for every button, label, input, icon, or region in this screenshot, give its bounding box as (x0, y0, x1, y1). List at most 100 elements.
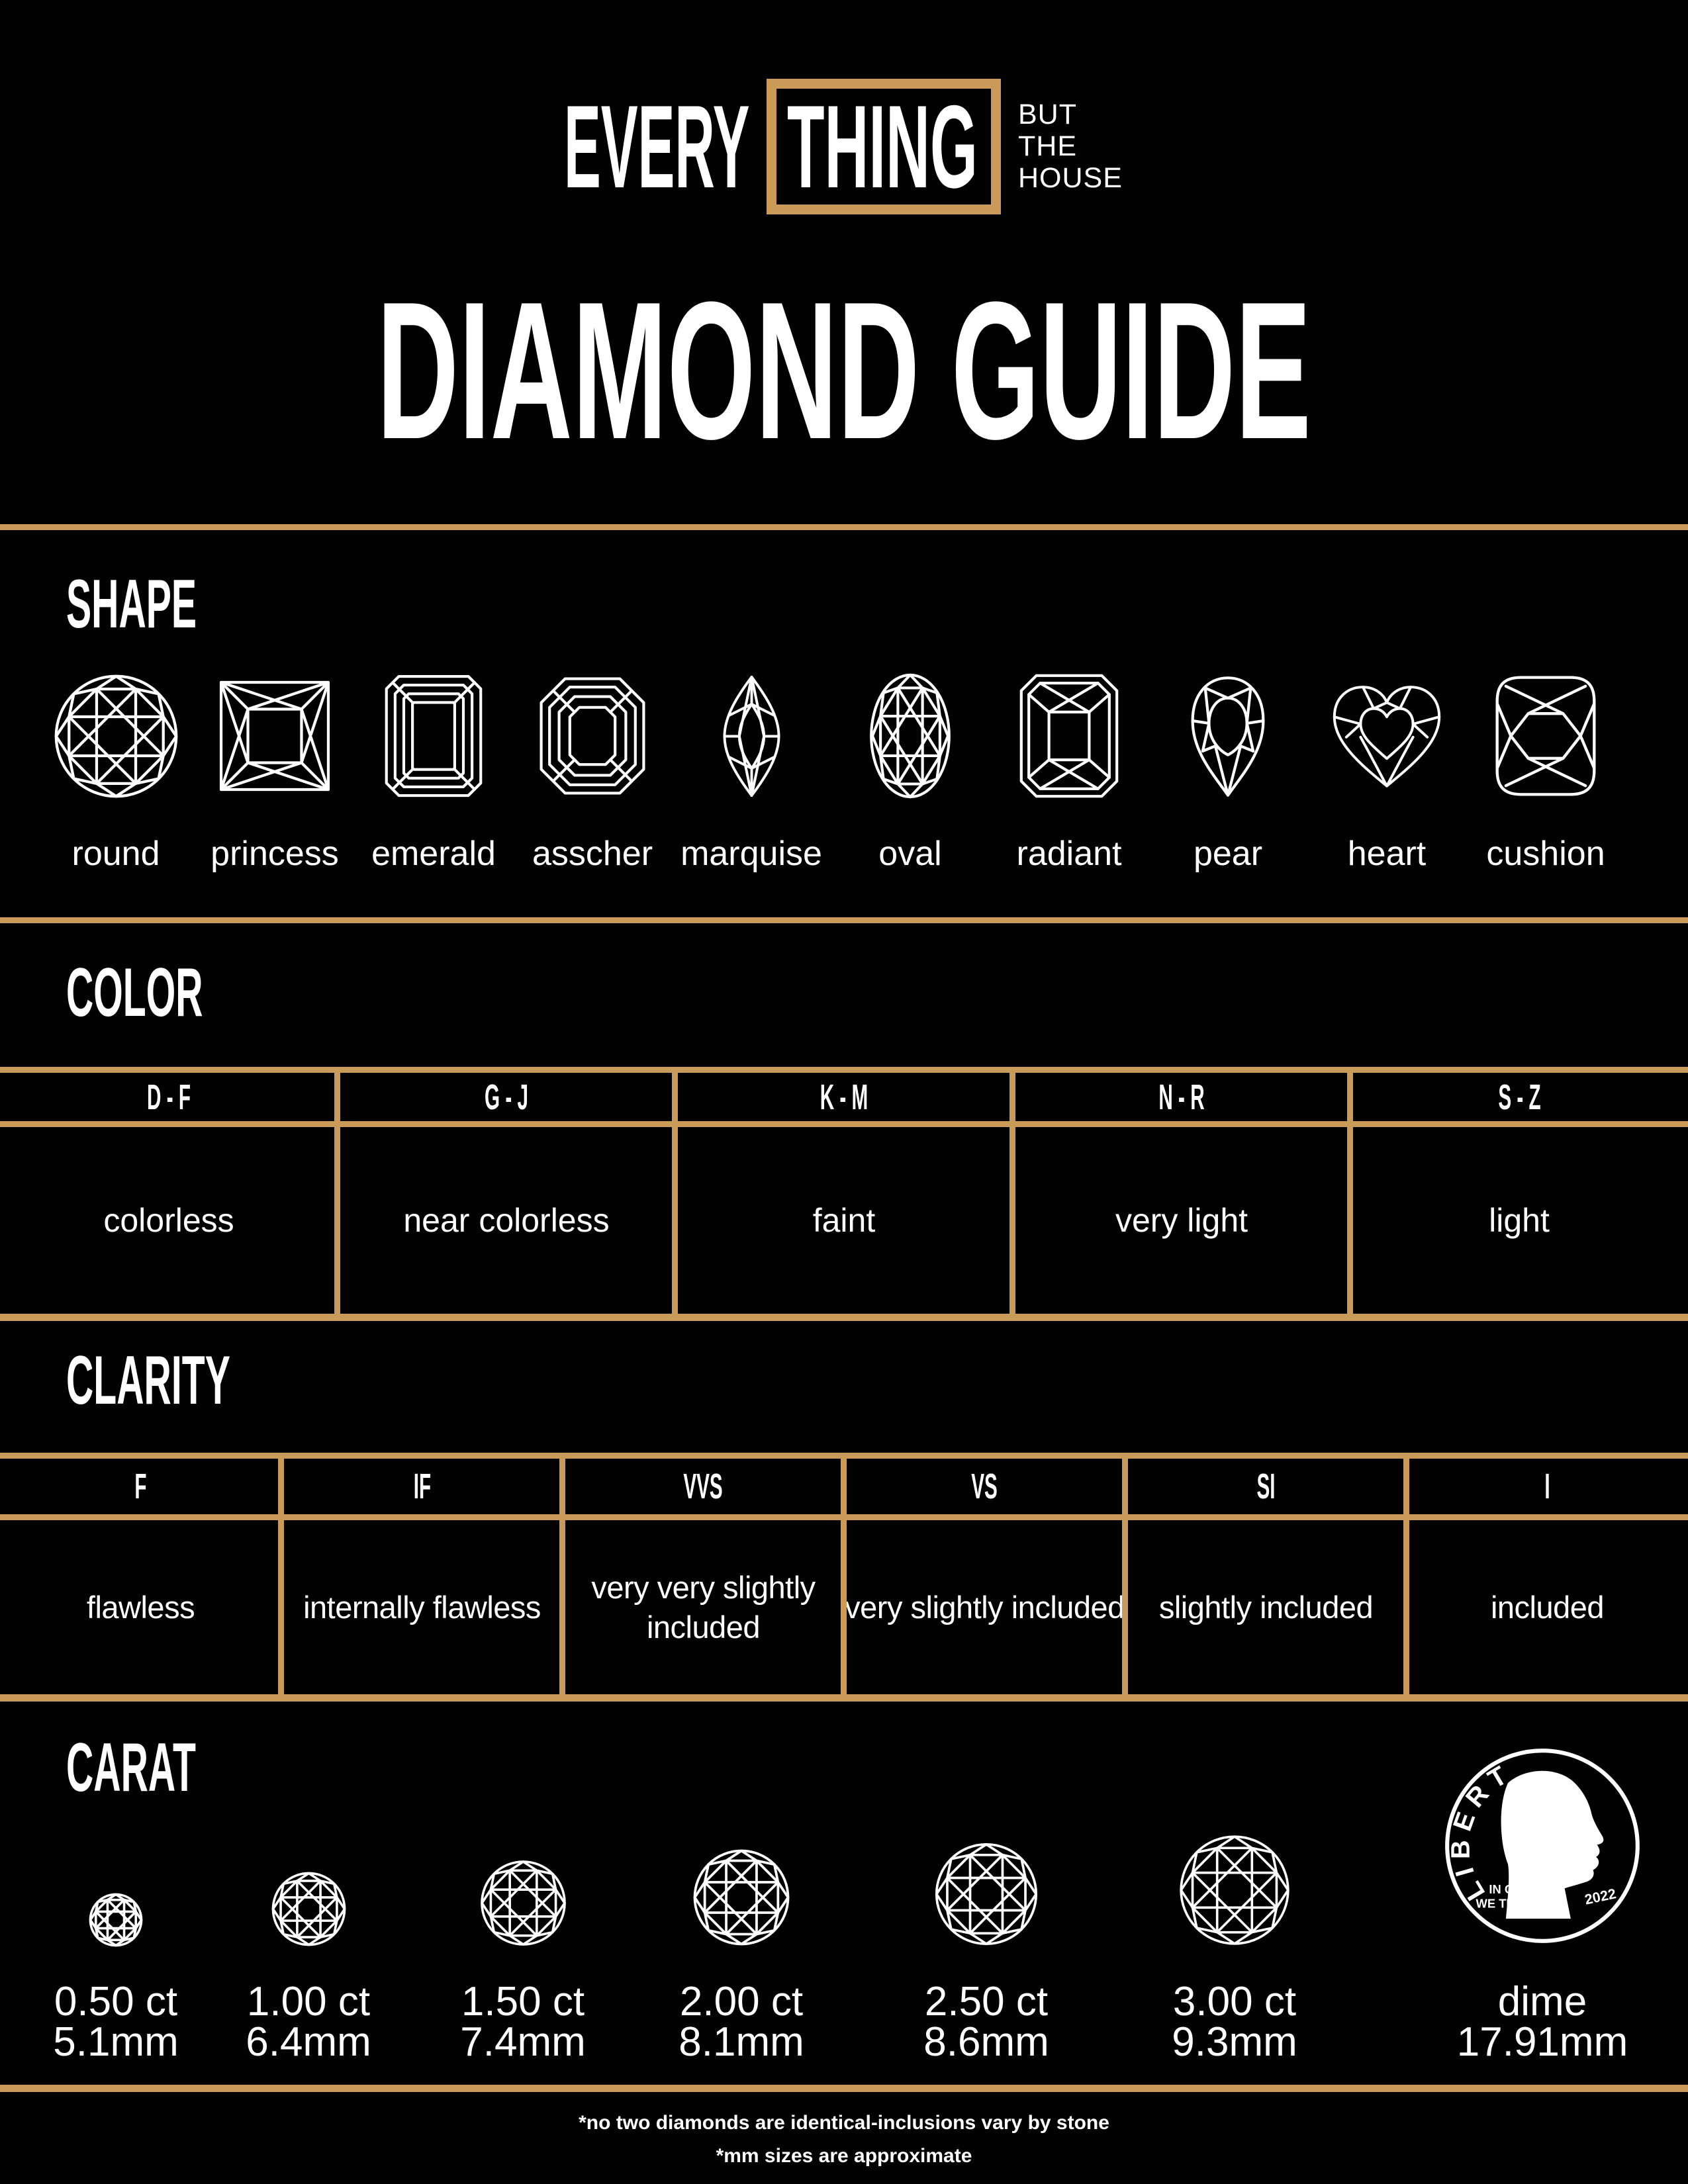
dime-motto-line1: IN GOD (1489, 1882, 1532, 1896)
emerald-diamond-icon (385, 674, 483, 797)
logo-but: BUT (1018, 99, 1077, 130)
carat-weight: 0.50 ct (54, 1979, 178, 2025)
clarity-table-divider (559, 1453, 565, 1702)
carat-diamond-icon (935, 1843, 1038, 1946)
carat-weight: 1.00 ct (246, 1979, 371, 2025)
color-desc-cell: colorless (103, 1202, 234, 1239)
carat-section-heading: CARAT (66, 1729, 196, 1806)
carat-label: 3.00 ct 9.3mm (1172, 1979, 1297, 2063)
carat-gembox (89, 1741, 143, 1947)
color-grade-cell: N - R (1158, 1077, 1205, 1117)
carat-gembox (1178, 1741, 1291, 1947)
color-desc-cell: faint (812, 1202, 876, 1239)
clarity-table-divider (1122, 1453, 1128, 1702)
carat-label: 1.00 ct 6.4mm (246, 1979, 371, 2065)
carat-diamond-icon (271, 1872, 346, 1946)
footer-note-1: *no two diamonds are identical-inclusion… (579, 2112, 1109, 2134)
carat-label: 0.50 ct 5.1mm (53, 1979, 179, 2065)
carat-item-300: 3.00 ct 9.3mm (1135, 1741, 1334, 2063)
carat-weight: dime (1497, 1979, 1587, 2025)
shape-label: marquise (680, 835, 822, 873)
color-grade-cell: G - J (484, 1077, 529, 1117)
logo-every-text: EVERY (564, 80, 750, 212)
shape-label: cushion (1486, 835, 1605, 873)
color-desc-cell: light (1489, 1202, 1550, 1239)
color-table-divider (1009, 1067, 1015, 1321)
divider-carat-footer (0, 2085, 1688, 2092)
color-table-bottom-rule (0, 1314, 1688, 1321)
dime-icon: LIBERTY IN GOD WE TRUST 2022 (1441, 1745, 1640, 1943)
carat-item-250: 2.50 ct 8.6mm (887, 1741, 1086, 2065)
color-table-top-rule (0, 1067, 1688, 1073)
carat-label: dime 17.91mm (1456, 1979, 1628, 2065)
carat-mm: 8.1mm (679, 2019, 804, 2065)
divider-title-shape (0, 524, 1688, 530)
shape-cell-princess (195, 670, 354, 802)
color-table-divider (334, 1067, 340, 1321)
color-table-body-row: colorless near colorless faint very ligh… (0, 1127, 1688, 1314)
clarity-desc-cell: very very slightly included (591, 1569, 816, 1645)
carat-gembox (692, 1741, 791, 1947)
logo-house: HOUSE (1018, 162, 1123, 194)
shape-cell-marquise (672, 670, 831, 802)
carat-mm: 17.91mm (1456, 2019, 1628, 2065)
shape-cell-round (36, 670, 195, 802)
round-diamond-icon (54, 674, 177, 797)
footer-notes: *no two diamonds are identical-inclusion… (0, 2107, 1688, 2173)
clarity-table-header-row: F IF VVS VS SI I (0, 1459, 1688, 1514)
clarity-grade-cell: VS (971, 1467, 998, 1506)
carat-gembox (271, 1741, 347, 1947)
shape-label: radiant (1016, 835, 1122, 873)
carat-label: 1.50 ct 7.4mm (460, 1981, 585, 2063)
clarity-grade-cell: F (134, 1467, 147, 1506)
clarity-desc-cell: included (1490, 1589, 1605, 1625)
carat-diamond-icon (693, 1849, 790, 1946)
logo-the: THE (1018, 130, 1077, 162)
carat-item-dime: LIBERTY IN GOD WE TRUST 2022 dime 17.91m… (1397, 1741, 1688, 2065)
shape-cell-radiant (990, 670, 1149, 802)
clarity-table-divider (841, 1453, 847, 1702)
logo-thing-text: THING (787, 80, 978, 212)
color-table-divider (672, 1067, 678, 1321)
shape-cell-cushion (1466, 670, 1625, 802)
footer-note-2: *mm sizes are approximate (716, 2145, 972, 2167)
clarity-grade-cell: SI (1256, 1467, 1276, 1506)
color-table-header-row: D - F G - J K - M N - R S - Z (0, 1073, 1688, 1121)
clarity-desc-cell: internally flawless (303, 1589, 541, 1625)
carat-weight: 3.00 ct (1172, 1979, 1297, 2025)
carat-item-050: 0.50 ct 5.1mm (17, 1741, 215, 2065)
carat-gembox (479, 1741, 567, 1947)
shape-label: asscher (532, 835, 653, 873)
color-desc-cell: near colorless (403, 1202, 610, 1239)
dime-year: 2022 (1583, 1886, 1618, 1907)
oval-diamond-icon (870, 673, 951, 799)
shape-cell-asscher (513, 670, 672, 802)
carat-mm: 5.1mm (53, 2019, 179, 2065)
shape-label: heart (1347, 835, 1427, 873)
princess-diamond-icon (219, 680, 330, 792)
dime-motto-line2: WE TRUST (1476, 1896, 1540, 1910)
shape-icons-row (36, 670, 1625, 802)
carat-mm: 6.4mm (246, 2019, 371, 2065)
color-section-heading: COLOR (66, 954, 203, 1031)
carat-mm: 8.6mm (923, 2019, 1049, 2065)
shape-cell-heart (1307, 670, 1466, 802)
carat-label: 2.00 ct 8.1mm (679, 1979, 804, 2065)
shape-cell-oval (831, 670, 990, 802)
cushion-diamond-icon (1495, 676, 1596, 796)
color-grade-cell: D - F (146, 1077, 191, 1117)
carat-diamond-icon (1180, 1835, 1289, 1945)
carat-weight: 2.50 ct (924, 1979, 1049, 2025)
marquise-diamond-icon (723, 675, 780, 797)
ebth-logo: EVERY THING BUT THE HOUSE (0, 78, 1688, 214)
clarity-table-divider (1403, 1453, 1409, 1702)
logo-but-the-house: BUT THE HOUSE (1018, 99, 1124, 194)
carat-diamond-icon (89, 1893, 143, 1947)
logo-gold-box: THING (767, 78, 1001, 214)
asscher-diamond-icon (539, 677, 645, 795)
carat-gembox (933, 1741, 1039, 1947)
color-desc-cell: very light (1115, 1202, 1248, 1239)
carat-weight: 2.00 ct (679, 1979, 804, 2025)
shape-section-heading: SHAPE (66, 566, 197, 643)
